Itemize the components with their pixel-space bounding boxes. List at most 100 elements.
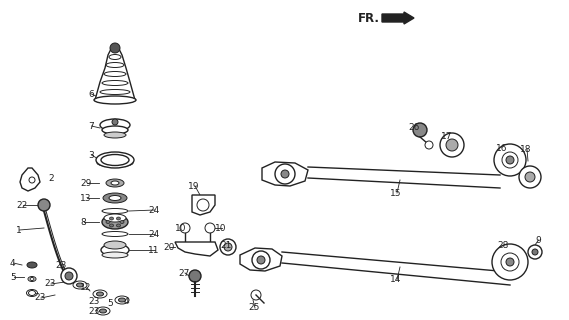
Text: 25: 25 <box>248 303 259 313</box>
Text: 26: 26 <box>408 123 419 132</box>
Circle shape <box>205 223 215 233</box>
Circle shape <box>532 249 538 255</box>
Ellipse shape <box>100 309 106 313</box>
Ellipse shape <box>109 217 113 220</box>
Text: 18: 18 <box>520 145 531 154</box>
Text: 23: 23 <box>55 260 67 269</box>
Text: 2: 2 <box>48 173 53 182</box>
Text: 23: 23 <box>88 298 100 307</box>
Ellipse shape <box>97 292 104 296</box>
Text: 23: 23 <box>34 293 46 302</box>
Text: 23: 23 <box>88 308 100 316</box>
Text: 27: 27 <box>178 268 189 277</box>
Ellipse shape <box>102 215 128 229</box>
Text: 24: 24 <box>148 205 159 214</box>
Ellipse shape <box>28 276 36 282</box>
Ellipse shape <box>102 126 128 134</box>
Text: 10: 10 <box>215 223 226 233</box>
Ellipse shape <box>102 231 128 236</box>
Circle shape <box>528 245 542 259</box>
Circle shape <box>506 258 514 266</box>
Circle shape <box>440 133 464 157</box>
Text: 5: 5 <box>107 300 113 308</box>
Ellipse shape <box>97 159 133 167</box>
Ellipse shape <box>101 155 129 165</box>
Ellipse shape <box>30 277 34 281</box>
Ellipse shape <box>104 214 126 222</box>
FancyArrow shape <box>382 12 414 24</box>
Circle shape <box>446 139 458 151</box>
Ellipse shape <box>93 290 107 298</box>
Ellipse shape <box>102 252 128 258</box>
Ellipse shape <box>100 119 130 131</box>
Circle shape <box>425 141 433 149</box>
Ellipse shape <box>73 281 87 289</box>
Text: FR.: FR. <box>358 12 380 25</box>
Ellipse shape <box>117 224 121 227</box>
Ellipse shape <box>106 220 110 223</box>
Circle shape <box>197 199 209 211</box>
Circle shape <box>506 156 514 164</box>
Ellipse shape <box>109 54 121 60</box>
Ellipse shape <box>104 241 126 249</box>
Text: 3: 3 <box>88 150 94 159</box>
Circle shape <box>275 164 295 184</box>
Text: 15: 15 <box>390 188 402 197</box>
Circle shape <box>61 268 77 284</box>
Ellipse shape <box>106 179 124 187</box>
Text: 1: 1 <box>16 226 22 235</box>
Text: 11: 11 <box>148 245 159 254</box>
Text: 16: 16 <box>496 143 508 153</box>
Polygon shape <box>20 168 40 191</box>
Text: 4: 4 <box>10 259 15 268</box>
Text: 4: 4 <box>124 298 130 307</box>
Ellipse shape <box>109 196 121 201</box>
Circle shape <box>29 177 35 183</box>
Polygon shape <box>262 162 308 186</box>
Circle shape <box>519 166 541 188</box>
Ellipse shape <box>104 71 126 76</box>
Circle shape <box>189 270 201 282</box>
Ellipse shape <box>118 298 126 302</box>
Text: 28: 28 <box>497 241 508 250</box>
Ellipse shape <box>28 291 35 295</box>
Text: 7: 7 <box>88 122 94 131</box>
Circle shape <box>65 272 73 280</box>
Circle shape <box>110 43 120 53</box>
Ellipse shape <box>117 217 121 220</box>
Circle shape <box>252 251 270 269</box>
Text: 23: 23 <box>44 279 55 289</box>
Circle shape <box>492 244 528 280</box>
Text: 20: 20 <box>163 243 174 252</box>
Circle shape <box>180 223 190 233</box>
Text: 24: 24 <box>148 229 159 238</box>
Text: 5: 5 <box>10 273 16 282</box>
Text: 17: 17 <box>441 132 452 140</box>
Circle shape <box>281 170 289 178</box>
Ellipse shape <box>102 81 128 85</box>
Ellipse shape <box>106 62 124 68</box>
Text: 29: 29 <box>80 179 92 188</box>
Ellipse shape <box>111 181 119 185</box>
Polygon shape <box>175 242 218 256</box>
Circle shape <box>220 239 236 255</box>
Ellipse shape <box>109 224 113 227</box>
Circle shape <box>38 199 50 211</box>
Circle shape <box>257 256 265 264</box>
Circle shape <box>502 152 518 168</box>
Text: 6: 6 <box>88 90 94 99</box>
Ellipse shape <box>102 209 128 213</box>
Polygon shape <box>192 195 215 215</box>
Ellipse shape <box>100 90 130 94</box>
Circle shape <box>251 290 261 300</box>
Ellipse shape <box>103 193 127 203</box>
Text: 22: 22 <box>16 201 27 210</box>
Ellipse shape <box>115 296 129 304</box>
Text: 8: 8 <box>80 218 86 227</box>
Ellipse shape <box>96 307 110 315</box>
Ellipse shape <box>27 290 38 297</box>
Polygon shape <box>240 248 282 271</box>
Text: 9: 9 <box>535 236 541 244</box>
Text: 13: 13 <box>80 194 92 203</box>
Ellipse shape <box>27 262 37 268</box>
